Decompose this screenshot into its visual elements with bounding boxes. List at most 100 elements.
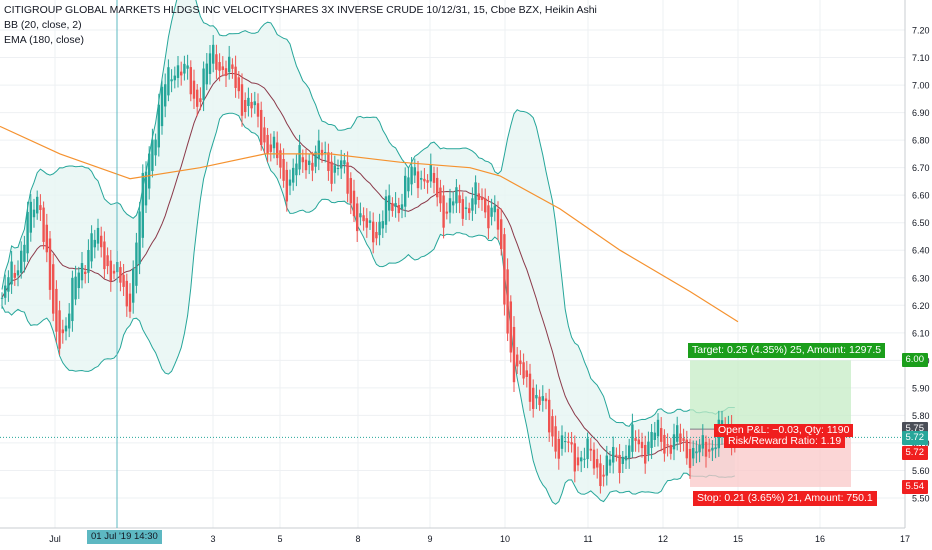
y-tick-label: 7.00 <box>912 81 930 91</box>
target-zone <box>690 360 851 430</box>
candle-body <box>605 455 608 476</box>
candle-body <box>237 77 240 92</box>
candle-body <box>532 387 535 409</box>
candle-body <box>442 195 445 228</box>
candle-body <box>189 67 192 95</box>
candle-body <box>231 64 234 69</box>
candle-body <box>154 139 157 156</box>
candle-body <box>612 446 615 463</box>
candle-body <box>368 220 372 223</box>
candle-body <box>448 198 452 213</box>
candle-body <box>384 196 388 225</box>
candle-body <box>199 98 202 103</box>
candle-body <box>224 68 228 76</box>
candle-body <box>16 270 20 276</box>
candle-body <box>564 441 567 443</box>
candle-body <box>64 325 68 332</box>
candle-body <box>4 285 7 298</box>
candle-body <box>397 205 400 214</box>
y-tick-label: 5.60 <box>912 466 930 476</box>
symbol-title: CITIGROUP GLOBAL MARKETS HLDGS INC VELOC… <box>4 4 597 16</box>
candle-body <box>445 211 448 214</box>
candle-body <box>13 272 16 278</box>
candle-body <box>52 264 55 314</box>
y-tick-label: 6.60 <box>912 191 930 201</box>
candle-body <box>32 209 36 218</box>
candle-body <box>186 65 189 69</box>
candle-body <box>599 463 602 487</box>
ema-legend[interactable]: EMA (180, close) <box>4 34 84 46</box>
candle-body <box>288 179 292 186</box>
candle-body <box>484 198 487 213</box>
candle-body <box>388 195 391 211</box>
candle-body <box>394 203 397 208</box>
target-label[interactable]: Target: 0.25 (4.35%) 25, Amount: 1297.5 <box>688 343 886 359</box>
candle-body <box>695 451 698 454</box>
price-tag-stop: 5.54 <box>901 479 928 494</box>
candle-body <box>93 239 96 248</box>
candle-body <box>228 56 231 73</box>
x-tick-label: 8 <box>355 534 360 544</box>
candle-body <box>464 207 468 209</box>
candle-body <box>404 175 407 207</box>
candle-body <box>244 100 247 113</box>
candle-body <box>208 53 212 74</box>
candle-body <box>455 187 458 204</box>
candle-body <box>692 447 695 459</box>
candle-body <box>426 180 429 183</box>
candle-body <box>714 447 717 450</box>
candle-body <box>439 187 442 204</box>
candle-body <box>263 127 266 143</box>
candle-body <box>68 313 71 329</box>
candle-body <box>58 310 61 349</box>
candle-body <box>580 457 583 462</box>
candle-body <box>538 396 541 405</box>
candle-body <box>570 442 573 445</box>
candle-body <box>103 241 106 270</box>
candle-body <box>359 213 362 218</box>
candle-body <box>474 182 477 205</box>
y-tick-label: 6.80 <box>912 136 930 146</box>
y-tick-label: 6.10 <box>912 328 930 338</box>
candle-body <box>205 63 208 85</box>
candle-body <box>23 244 26 262</box>
candle-body <box>298 145 301 170</box>
candle-body <box>234 66 237 88</box>
candle-body <box>132 268 135 303</box>
stop-label[interactable]: Stop: 0.21 (3.65%) 21, Amount: 750.1 <box>693 490 877 506</box>
candle-body <box>336 167 340 170</box>
candle-body <box>429 164 432 182</box>
candle-body <box>128 293 132 312</box>
ema-180 <box>0 125 739 323</box>
candle-body <box>42 207 45 242</box>
y-tick-label: 5.50 <box>912 493 930 503</box>
candle-body <box>250 101 253 109</box>
candle-body <box>285 169 288 202</box>
candle-body <box>679 433 682 443</box>
open-pnl-label[interactable]: Open P&L: −0.03, Qty: 1190 <box>714 424 854 438</box>
risk-reward-label[interactable]: Risk/Reward Ratio: 1.19 <box>724 435 846 449</box>
candle-body <box>471 198 474 211</box>
candle-body <box>173 75 176 81</box>
candle-body <box>436 177 439 198</box>
y-tick-label: 7.20 <box>912 26 930 36</box>
candle-body <box>477 193 480 200</box>
candle-body <box>295 163 298 176</box>
candle-body <box>240 84 244 116</box>
candle-body <box>356 203 359 232</box>
candle-body <box>148 153 151 189</box>
candle-body <box>55 288 58 332</box>
candle-body <box>423 178 426 182</box>
candle-body <box>493 205 496 213</box>
candle-body <box>218 62 221 71</box>
bb-lower <box>1 112 735 505</box>
candle-body <box>324 151 327 153</box>
candle-body <box>516 354 519 367</box>
candle-body <box>596 459 599 468</box>
candle-body <box>458 195 461 203</box>
candle-body <box>407 177 410 192</box>
candle-body <box>151 139 154 172</box>
bb-legend[interactable]: BB (20, close, 2) <box>4 19 82 31</box>
candle-body <box>685 439 688 459</box>
